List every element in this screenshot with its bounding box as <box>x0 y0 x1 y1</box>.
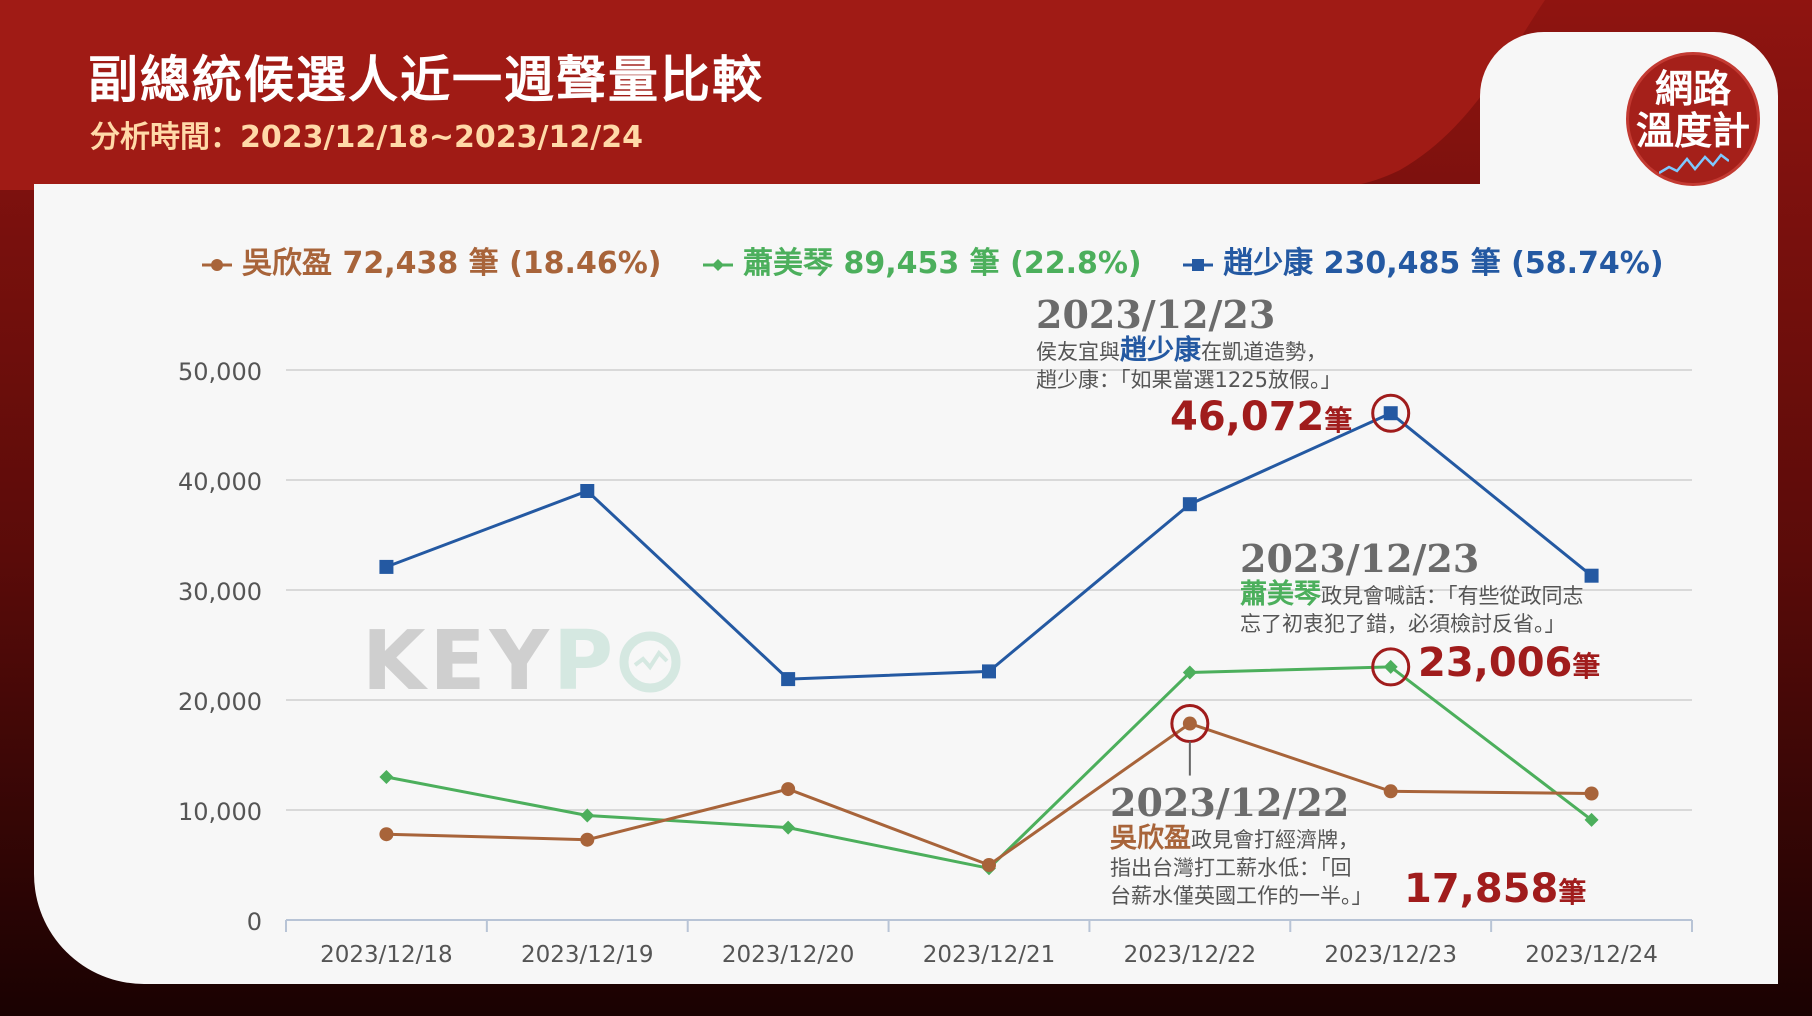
data-point-chao <box>379 559 394 574</box>
y-tick-label: 50,000 <box>178 358 262 386</box>
analysis-period: 分析時間：2023/12/18~2023/12/24 <box>90 120 643 155</box>
data-point-hsiao <box>379 770 394 784</box>
annotation-wu-date: 2023/12/22 <box>1110 780 1350 825</box>
y-tick-label: 20,000 <box>178 688 262 716</box>
logo-line1: 網路 <box>1654 67 1731 111</box>
legend-item-chao: 趙少康 230,485 筆 (58.74%) <box>1181 238 1664 282</box>
x-tick-label: 2023/12/22 <box>1124 942 1257 968</box>
header-band: 副總統候選人近一週聲量比較 分析時間：2023/12/18~2023/12/24 <box>0 0 1812 200</box>
page-title: 副總統候選人近一週聲量比較 <box>88 51 764 109</box>
data-point-chao <box>580 484 595 498</box>
legend-marker-chao <box>1183 258 1214 271</box>
annotation-chao-date: 2023/12/23 <box>1036 292 1276 337</box>
data-point-chao <box>982 664 996 679</box>
y-tick-label: 40,000 <box>178 468 262 496</box>
annotation-hsiao-text: 蕭美琴政見會喊話：「有些從政同志 <box>1240 581 1584 610</box>
annotation-hsiao-number: 23,006 <box>1418 640 1573 686</box>
legend-marker-hsiao <box>703 258 734 271</box>
data-point-wu <box>1584 786 1599 801</box>
annotation-wu-line3: 台薪水僅英國工作的一半。」 <box>1110 884 1373 908</box>
data-point-hsiao <box>1383 659 1398 674</box>
watermark-text: KEY <box>362 614 553 709</box>
brand-logo: 網路 溫度計 <box>1626 52 1760 186</box>
annotation-chao-name: 趙少康 <box>1120 335 1201 366</box>
data-point-hsiao <box>1182 665 1197 680</box>
data-point-wu <box>379 827 394 842</box>
annotation-hsiao-post: 政見會喊話：「有些從政同志 <box>1321 584 1584 608</box>
data-point-wu <box>1182 716 1197 731</box>
data-point-chao <box>1584 568 1599 583</box>
highlight-ring-chao <box>1371 393 1411 433</box>
annotation-hsiao: 2023/12/23 蕭美琴政見會喊話：「有些從政同志 忘了初衷犯了錯，必須檢討… <box>1240 536 1584 638</box>
y-tick-label: 30,000 <box>178 578 262 606</box>
annotation-wu-unit: 筆 <box>1558 876 1587 909</box>
x-tick-label: 2023/12/18 <box>320 942 453 968</box>
data-point-chao <box>781 672 796 687</box>
annotation-wu-number: 17,858 <box>1404 866 1559 912</box>
annotation-chao-value: 46,072筆 <box>1170 394 1352 440</box>
chart-legend: 吳欣盈 72,438 筆 (18.46%) 蕭美琴 89,453 筆 (22.8… <box>200 238 1694 282</box>
data-point-hsiao <box>1584 812 1599 827</box>
data-point-hsiao <box>781 820 796 835</box>
annotation-chao-post: 在凱道造勢， <box>1201 340 1327 364</box>
legend-marker-wu <box>202 258 232 271</box>
annotation-wu-name: 吳欣盈 <box>1110 823 1191 854</box>
annotation-hsiao-name: 蕭美琴 <box>1240 579 1321 610</box>
annotation-wu-line2: 指出台灣打工薪水低：「回 <box>1110 856 1352 880</box>
data-point-wu <box>580 832 595 847</box>
annotation-wu-value: 17,858筆 <box>1404 866 1586 912</box>
annotation-chao-line2: 趙少康：「如果當選1225放假。」 <box>1036 368 1342 392</box>
data-point-chao <box>1383 406 1398 421</box>
header-shape <box>0 0 1545 190</box>
legend-label-chao: 趙少康 230,485 筆 (58.74%) <box>1223 246 1664 281</box>
annotation-chao-pre: 侯友宜與 <box>1036 340 1120 364</box>
data-point-wu <box>781 782 796 797</box>
legend-label-wu: 吳欣盈 72,438 筆 (18.46%) <box>242 246 662 281</box>
x-tick-label: 2023/12/21 <box>923 942 1056 968</box>
annotation-hsiao-date: 2023/12/23 <box>1240 536 1480 581</box>
annotation-wu: 2023/12/22 吳欣盈政見會打經濟牌， 指出台灣打工薪水低：「回 台薪水僅… <box>1110 780 1373 910</box>
x-tick-label: 2023/12/23 <box>1324 942 1457 968</box>
annotation-wu-text: 吳欣盈政見會打經濟牌， <box>1110 825 1373 854</box>
annotation-chao: 2023/12/23 侯友宜與趙少康在凱道造勢， 趙少康：「如果當選1225放假… <box>1036 292 1341 394</box>
annotation-hsiao-value: 23,006筆 <box>1418 640 1600 686</box>
logo-line2: 溫度計 <box>1635 109 1750 153</box>
data-point-wu <box>1383 784 1398 799</box>
keypo-watermark: KEYP <box>362 614 683 709</box>
series-line-wu <box>386 721 1592 867</box>
data-point-chao <box>1182 497 1197 512</box>
y-tick-label: 10,000 <box>178 798 262 826</box>
watermark-text-p: P <box>552 614 618 709</box>
data-point-wu <box>982 858 996 872</box>
legend-item-wu: 吳欣盈 72,438 筆 (18.46%) <box>200 238 661 282</box>
annotation-wu-post: 政見會打經濟牌， <box>1191 828 1359 852</box>
x-tick-label: 2023/12/24 <box>1525 942 1658 968</box>
data-point-hsiao <box>580 808 595 823</box>
annotation-chao-text: 侯友宜與趙少康在凱道造勢， <box>1036 337 1341 366</box>
x-tick-label: 2023/12/20 <box>722 942 855 968</box>
legend-label-hsiao: 蕭美琴 89,453 筆 (22.8%) <box>743 246 1142 281</box>
annotation-hsiao-unit: 筆 <box>1572 650 1601 683</box>
annotation-hsiao-line2: 忘了初衷犯了錯，必須檢討反省。」 <box>1240 612 1566 636</box>
annotation-chao-number: 46,072 <box>1170 394 1325 440</box>
highlight-ring-hsiao <box>1371 647 1411 687</box>
annotation-chao-unit: 筆 <box>1324 404 1353 437</box>
y-tick-label: 0 <box>247 908 262 936</box>
keypo-o-icon <box>619 631 681 693</box>
x-tick-label: 2023/12/19 <box>521 942 654 968</box>
legend-item-hsiao: 蕭美琴 89,453 筆 (22.8%) <box>701 238 1142 282</box>
trend-line-icon <box>1659 153 1729 175</box>
